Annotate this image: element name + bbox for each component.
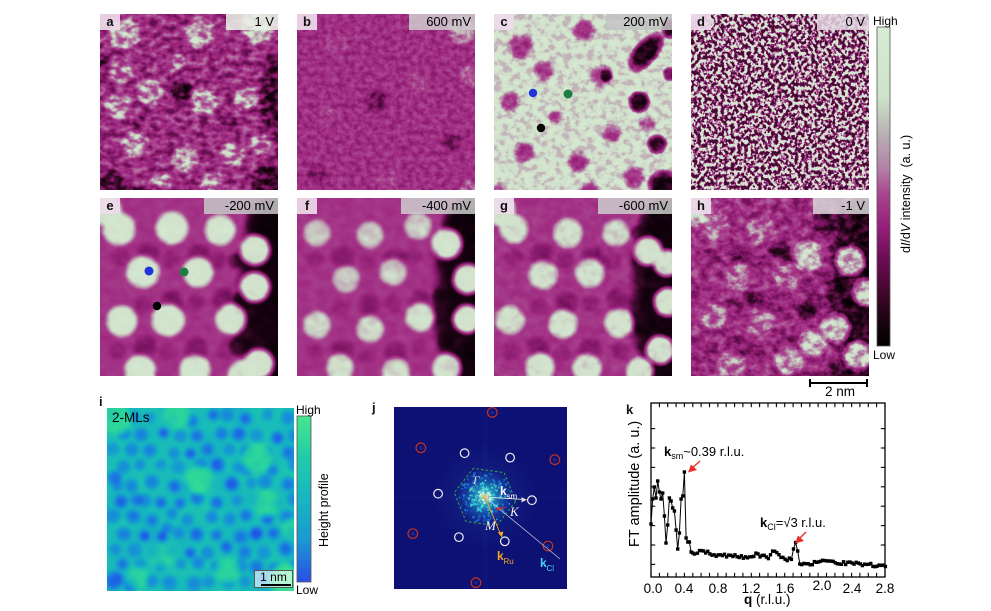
svg-text:k: k xyxy=(540,556,547,570)
svg-text:Cl: Cl xyxy=(547,564,555,573)
svg-text:Γ: Γ xyxy=(472,473,481,487)
svg-text:Ru: Ru xyxy=(504,557,514,566)
svg-text:K: K xyxy=(509,504,520,519)
svg-text:k: k xyxy=(497,549,504,563)
svg-text:M: M xyxy=(484,518,497,533)
svg-text:k: k xyxy=(500,484,507,498)
svg-text:sm: sm xyxy=(507,492,518,501)
